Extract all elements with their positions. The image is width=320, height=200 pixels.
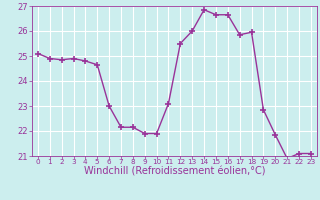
X-axis label: Windchill (Refroidissement éolien,°C): Windchill (Refroidissement éolien,°C) [84,166,265,176]
